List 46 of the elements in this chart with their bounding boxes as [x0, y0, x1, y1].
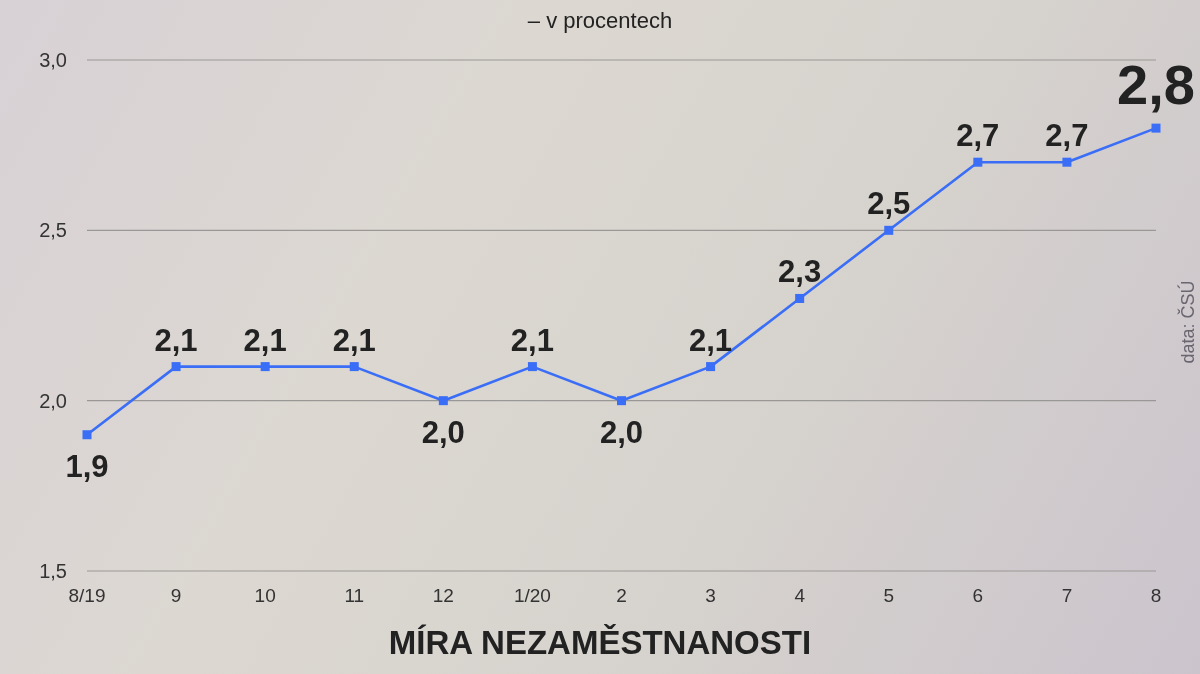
y-tick-label: 3,0 [39, 49, 67, 72]
data-label: 2,7 [1045, 118, 1089, 154]
point [1062, 157, 1072, 167]
point [527, 362, 537, 372]
data-label: 2,0 [421, 414, 465, 450]
point [884, 225, 894, 235]
data-label: 2,1 [154, 322, 198, 358]
y-tick-label: 2,5 [39, 219, 67, 242]
x-tick-label: 5 [883, 585, 895, 607]
point [438, 396, 448, 406]
x-tick-label: 10 [254, 585, 276, 607]
point [706, 362, 716, 372]
point [973, 157, 983, 167]
data-label: 2,3 [778, 254, 822, 290]
x-tick-label: 6 [972, 585, 984, 607]
x-tick-label: 3 [705, 585, 716, 607]
data-label: 2,1 [332, 322, 376, 358]
data-label: 2,1 [689, 322, 733, 358]
point [82, 430, 92, 440]
point [795, 293, 805, 303]
point [1151, 123, 1161, 133]
x-tick-label: 11 [344, 585, 365, 607]
y-tick-label: 2,0 [39, 389, 67, 412]
x-tick-label: 4 [794, 585, 806, 607]
data-label: 1,9 [65, 448, 109, 484]
point [349, 362, 359, 372]
chart-subtitle: – v procentech [526, 8, 674, 34]
text: data: ČSÚ [1177, 279, 1199, 366]
x-tick-label: 7 [1061, 585, 1073, 607]
x-tick-label: 1/20 [513, 585, 551, 607]
y-tick-label: 1,5 [39, 560, 67, 583]
data-label: 2,5 [867, 186, 911, 222]
point [171, 362, 181, 372]
x-tick-label: 12 [432, 585, 454, 607]
data-label: 2,8 [1117, 53, 1195, 117]
x-tick-label: 8 [1150, 585, 1162, 607]
x-tick-label: 8/19 [68, 585, 106, 607]
x-tick-label: 9 [170, 585, 182, 607]
point [617, 396, 626, 406]
text: MÍRA NEZAMĚSTNANOSTI [387, 624, 813, 662]
x-tick-label: 2 [616, 585, 627, 607]
data-label: 2,7 [956, 118, 1000, 154]
data-label: 2,0 [599, 414, 644, 450]
data-label: 2,1 [510, 322, 554, 358]
point [260, 362, 270, 372]
data-label: 2,1 [243, 322, 287, 358]
